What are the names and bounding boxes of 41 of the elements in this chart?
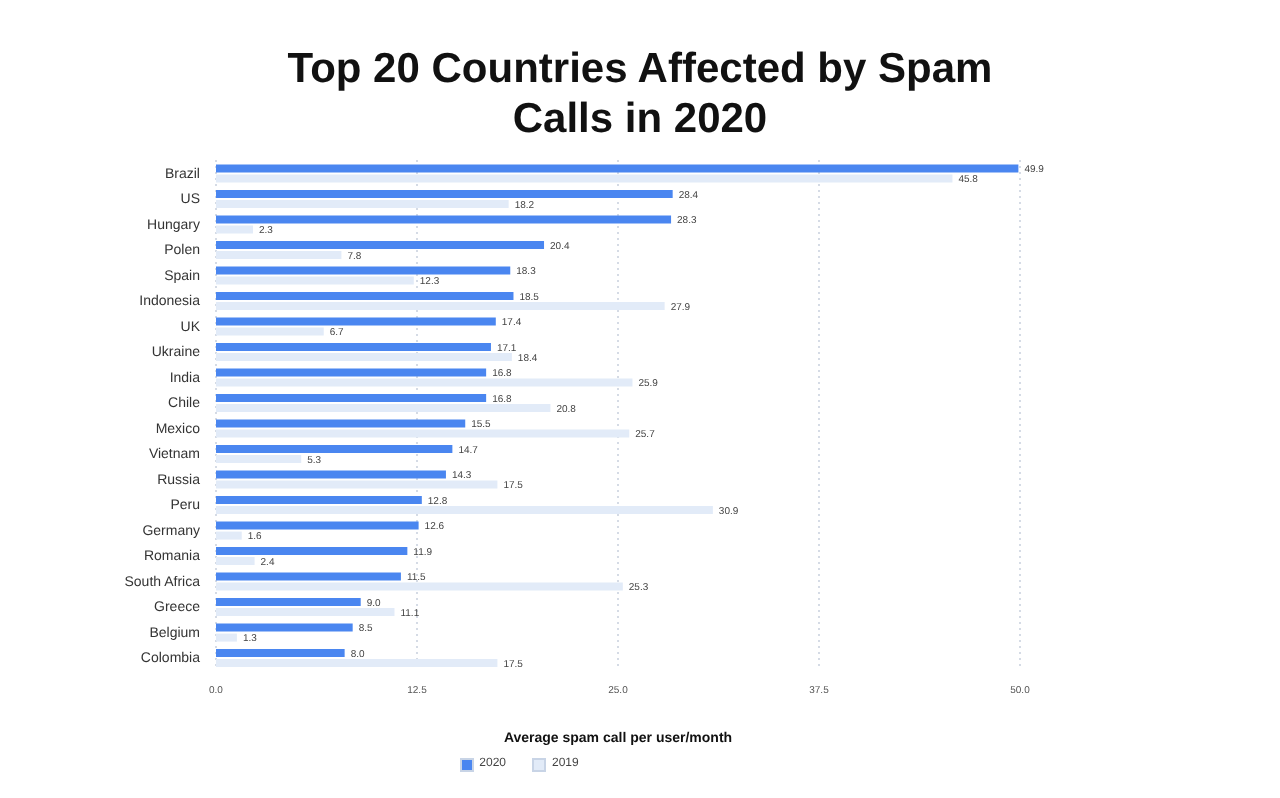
bar [216, 572, 401, 581]
bar [216, 521, 419, 530]
bar [216, 455, 302, 464]
bar [216, 557, 255, 566]
bar [216, 225, 253, 234]
bar [216, 164, 1019, 173]
bar [216, 368, 487, 377]
chart-title: Top 20 Countries Affected by Spam Calls in 2020 [285, 44, 995, 144]
bar [216, 215, 672, 224]
bar [216, 394, 487, 403]
bar [216, 251, 342, 260]
bar [216, 404, 551, 413]
bar [216, 496, 422, 505]
bar [216, 200, 509, 209]
bar [216, 241, 545, 250]
bar [216, 419, 466, 428]
bar [216, 470, 446, 479]
bar [216, 623, 353, 632]
bar [216, 353, 512, 362]
bar [216, 266, 511, 275]
bar [216, 276, 414, 285]
bar [216, 480, 498, 489]
bar [216, 649, 345, 658]
bar [216, 327, 324, 336]
bar [216, 292, 514, 301]
bar [216, 608, 395, 617]
bar [216, 190, 673, 199]
bar [216, 582, 623, 591]
bar [216, 343, 491, 352]
bar [216, 531, 242, 540]
bar [216, 506, 713, 515]
bar [216, 429, 630, 438]
bar [216, 302, 665, 311]
bar [216, 659, 498, 668]
bar [216, 445, 453, 454]
bar [216, 317, 496, 326]
bar [216, 633, 237, 642]
bar [216, 598, 361, 607]
bar [216, 547, 408, 556]
bar [216, 378, 633, 387]
bar [216, 174, 953, 183]
